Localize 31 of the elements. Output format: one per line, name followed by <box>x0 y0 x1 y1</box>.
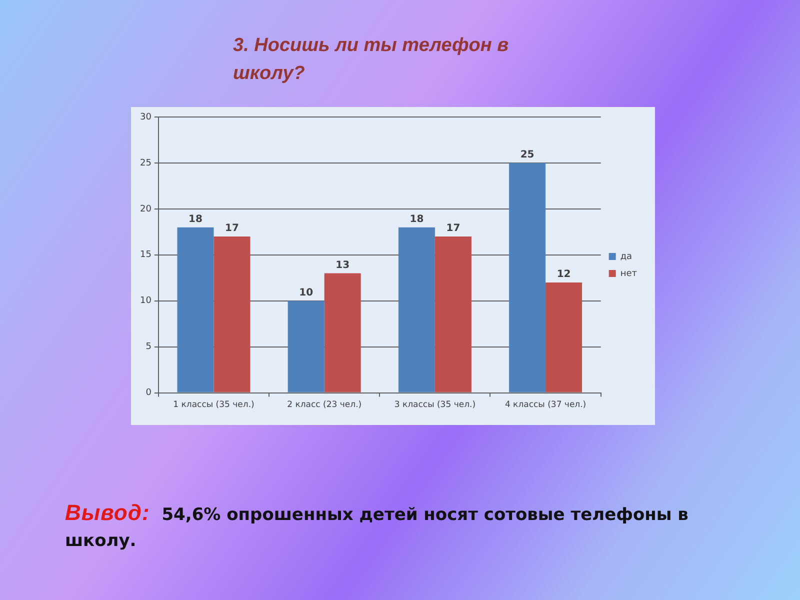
bar <box>288 300 324 392</box>
y-tick-label: 10 <box>140 296 152 306</box>
data-label: 18 <box>410 214 424 225</box>
data-label: 12 <box>556 269 571 280</box>
data-label: 17 <box>225 223 239 234</box>
legend-label: нет <box>620 268 638 279</box>
data-label: 18 <box>188 214 202 225</box>
bar <box>214 236 250 392</box>
y-tick-label: 0 <box>146 388 152 398</box>
legend-label: да <box>620 252 632 262</box>
y-tick-label: 30 <box>140 112 152 122</box>
data-label: 17 <box>446 223 460 234</box>
y-tick-label: 5 <box>146 342 152 352</box>
bar <box>324 273 361 392</box>
x-tick-label: 4 классы (37 чел.) <box>504 400 586 410</box>
x-tick-label: 1 классы (35 чел.) <box>173 400 254 410</box>
y-tick-label: 25 <box>140 158 152 168</box>
y-tick-label: 15 <box>140 250 152 260</box>
data-label: 10 <box>299 287 314 298</box>
chart-title: 3. Носишь ли ты телефон в школу? <box>233 34 510 86</box>
bar <box>434 236 472 392</box>
y-tick-label: 20 <box>140 204 152 214</box>
bar <box>546 282 582 392</box>
x-tick-label: 2 класс (23 чел.) <box>287 400 362 410</box>
data-label: 25 <box>520 150 534 161</box>
data-label: 13 <box>336 260 350 271</box>
bar <box>398 227 435 392</box>
text: Вывод: 54,6% опрошенных детей носят сотовые телефоны в школу. <box>65 500 688 551</box>
bar <box>177 227 214 392</box>
bar <box>509 162 546 392</box>
x-tick-label: 3 классы (35 чел.) <box>394 400 476 410</box>
